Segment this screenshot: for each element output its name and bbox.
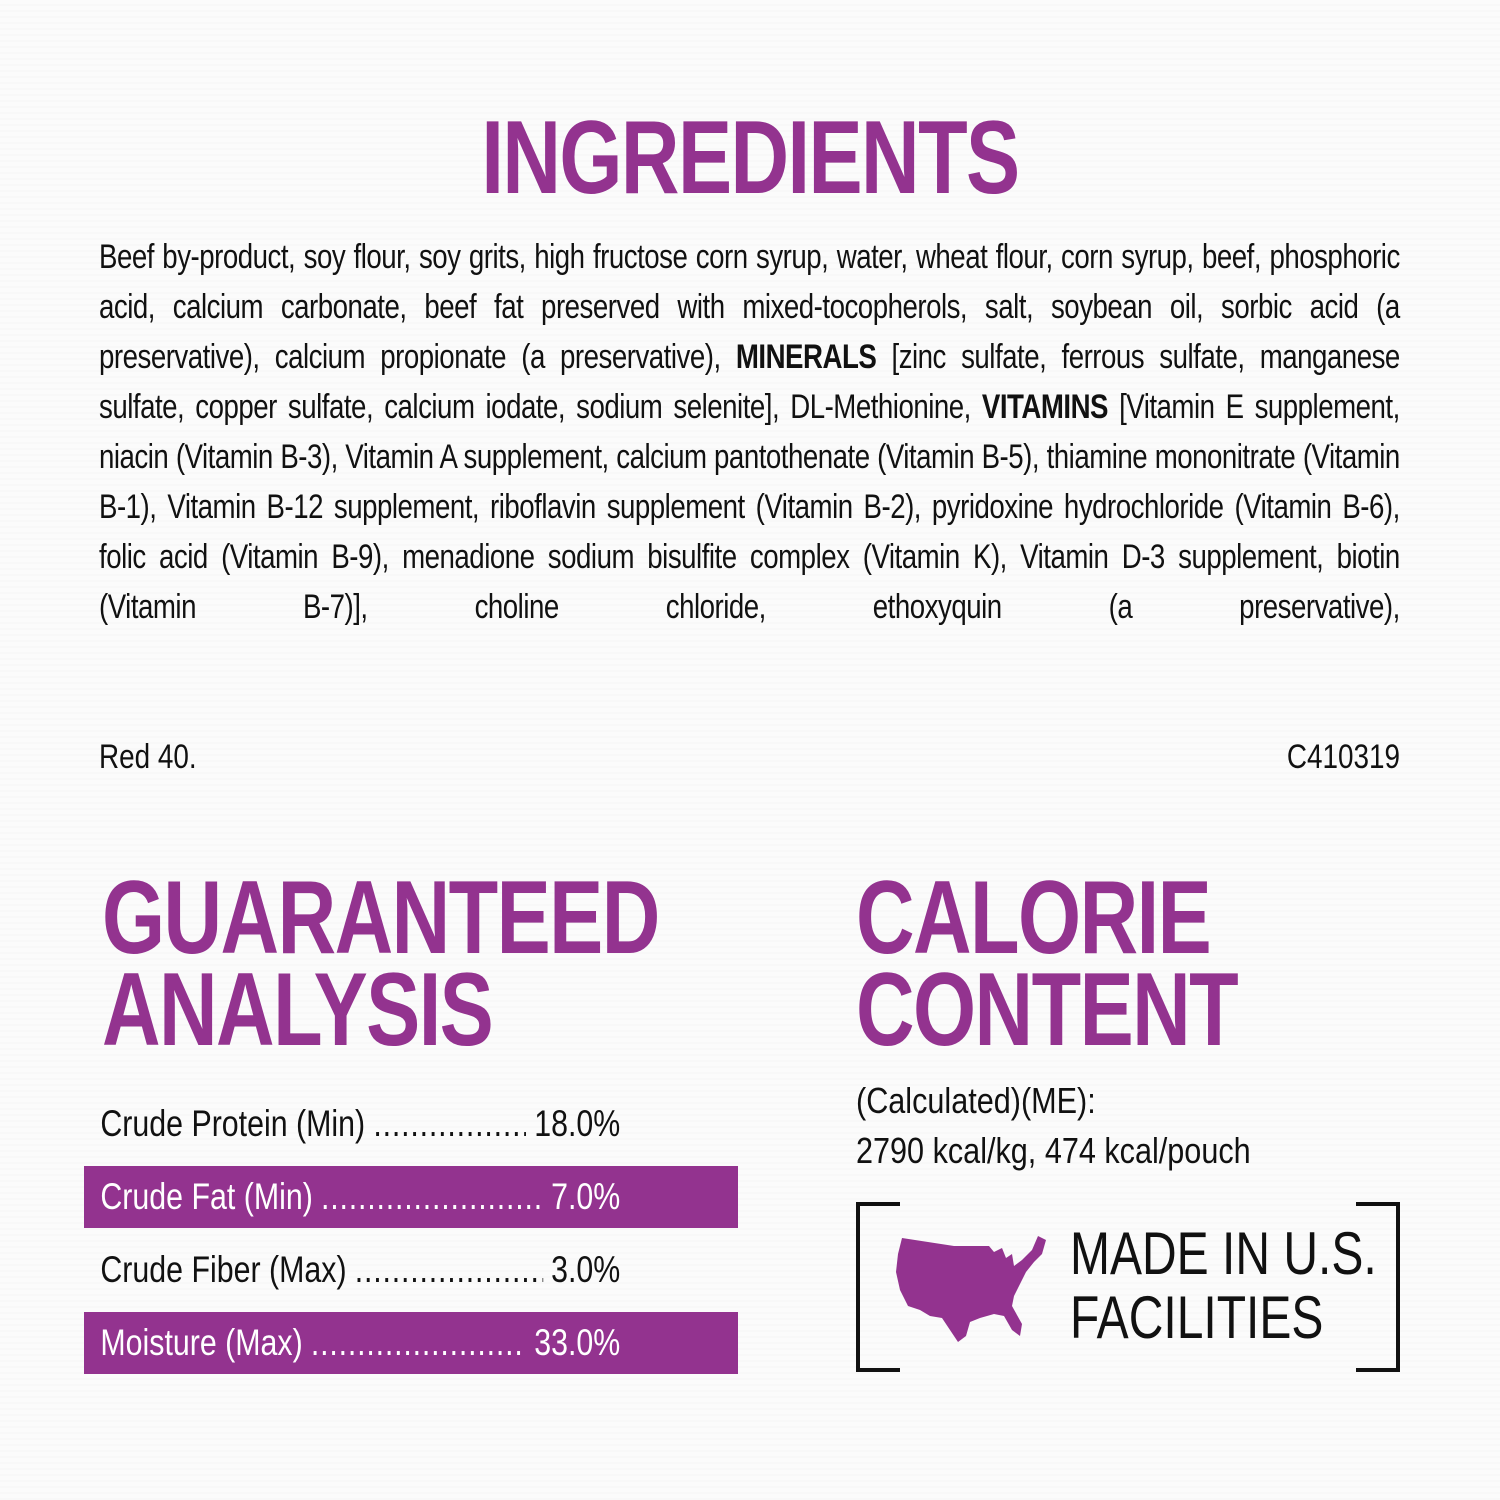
- ingredients-title: INGREDIENTS: [481, 100, 1020, 216]
- title-line: ANALYSIS: [102, 952, 494, 1068]
- analysis-value: 18.0%: [534, 1103, 621, 1144]
- bracket-right: [1356, 1202, 1400, 1372]
- title-line: CONTENT: [856, 952, 1239, 1068]
- ingredients-text-end: Red 40.: [99, 738, 197, 776]
- title-line: CALORIE: [856, 860, 1212, 976]
- analysis-value: 7.0%: [551, 1176, 621, 1217]
- made-in-usa-badge: MADE IN U.S. FACILITIES: [1070, 1222, 1377, 1350]
- analysis-label: Crude Protein (Min): [100, 1103, 366, 1144]
- badge-line: FACILITIES: [1070, 1284, 1324, 1351]
- calorie-values: 2790 kcal/kg, 474 kcal/pouch: [856, 1130, 1251, 1171]
- title-line: GUARANTEED: [102, 860, 660, 976]
- analysis-label: Crude Fiber (Max): [100, 1249, 347, 1290]
- badge-line: MADE IN U.S.: [1070, 1220, 1377, 1287]
- guaranteed-analysis-title: GUARANTEED ANALYSIS: [102, 860, 660, 1068]
- bracket-left: [856, 1202, 900, 1372]
- minerals-label: MINERALS: [735, 338, 877, 376]
- calorie-method: (Calculated)(ME):: [856, 1080, 1096, 1121]
- leader-dots: ........................................…: [321, 1176, 543, 1217]
- leader-dots: ........................................…: [373, 1103, 526, 1144]
- ingredients-last-row: Red 40. C410319: [99, 732, 1400, 782]
- product-code: C410319: [1286, 738, 1400, 776]
- leader-dots: ........................................…: [310, 1322, 526, 1363]
- ingredients-text: [Vitamin E supplement, niacin (Vitamin B…: [99, 388, 1400, 626]
- analysis-row-moisture: Moisture (Max)..........................…: [84, 1312, 738, 1374]
- analysis-label: Crude Fat (Min): [100, 1176, 313, 1217]
- ingredients-text: [zinc sulfate, ferrous sulfate, manganes…: [99, 338, 1400, 426]
- ingredients-list: Beef by-product, soy flour, soy grits, h…: [99, 232, 1400, 632]
- analysis-label: Moisture (Max): [100, 1322, 303, 1363]
- analysis-row-crude-protein: Crude Protein (Min).....................…: [84, 1093, 738, 1155]
- calorie-content-title: CALORIE CONTENT: [856, 860, 1239, 1068]
- analysis-value: 3.0%: [551, 1249, 621, 1290]
- analysis-row-crude-fiber: Crude Fiber (Max).......................…: [84, 1239, 738, 1301]
- leader-dots: ........................................…: [354, 1249, 543, 1290]
- usa-map-icon: [896, 1236, 1046, 1342]
- vitamins-label: VITAMINS: [981, 388, 1109, 426]
- analysis-row-crude-fat: Crude Fat (Min).........................…: [84, 1166, 738, 1228]
- analysis-value: 33.0%: [534, 1322, 621, 1363]
- ingredients-text: Beef by-product, soy flour, soy grits, h…: [99, 238, 1400, 376]
